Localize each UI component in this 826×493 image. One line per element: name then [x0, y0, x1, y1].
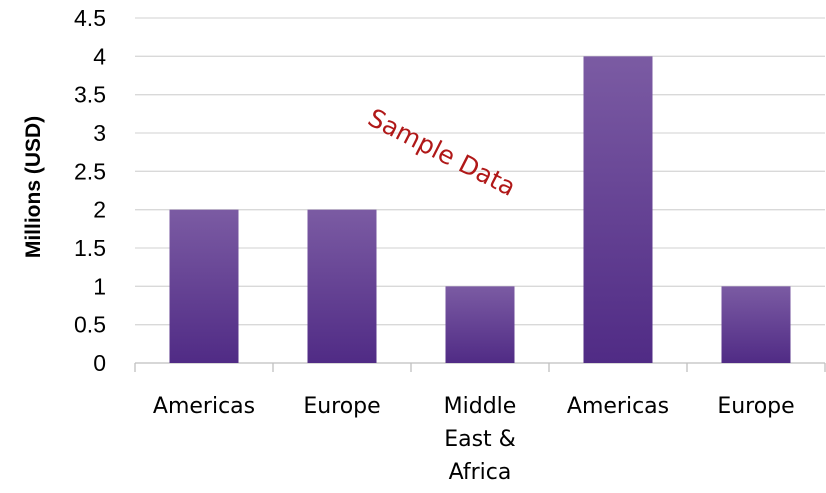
bar — [583, 56, 653, 363]
y-axis-title: Millions (USD) — [22, 116, 45, 258]
y-tick-label: 1 — [93, 273, 106, 299]
y-tick-label: 1.5 — [74, 235, 106, 261]
x-category-label: Europe — [303, 394, 380, 419]
x-category-label: Americas — [567, 394, 669, 419]
y-tick-label: 4.5 — [74, 5, 106, 31]
y-tick-label: 3 — [93, 120, 106, 146]
bars — [169, 56, 791, 363]
bar — [445, 286, 515, 363]
x-category-label: Europe — [717, 394, 794, 419]
y-tick-label: 0.5 — [74, 312, 106, 338]
bar — [721, 286, 791, 363]
y-tick-label: 4 — [93, 43, 106, 69]
sample-data-annotation: Sample Data — [363, 103, 520, 202]
bar — [169, 209, 239, 363]
y-tick-label: 2 — [93, 197, 106, 223]
y-tick-label: 3.5 — [74, 82, 106, 108]
x-category-label: Americas — [153, 394, 255, 419]
bar — [307, 209, 377, 363]
y-tick-label: 0 — [93, 350, 106, 376]
x-category-label: Middle East & Africa — [444, 394, 517, 485]
gridlines — [135, 17, 825, 326]
axes — [134, 362, 826, 372]
y-tick-label: 2.5 — [74, 158, 106, 184]
labels: 0 0.5 1 1.5 2 2.5 3 3.5 4 4.5 Americas Europe Middle… — [74, 5, 795, 485]
